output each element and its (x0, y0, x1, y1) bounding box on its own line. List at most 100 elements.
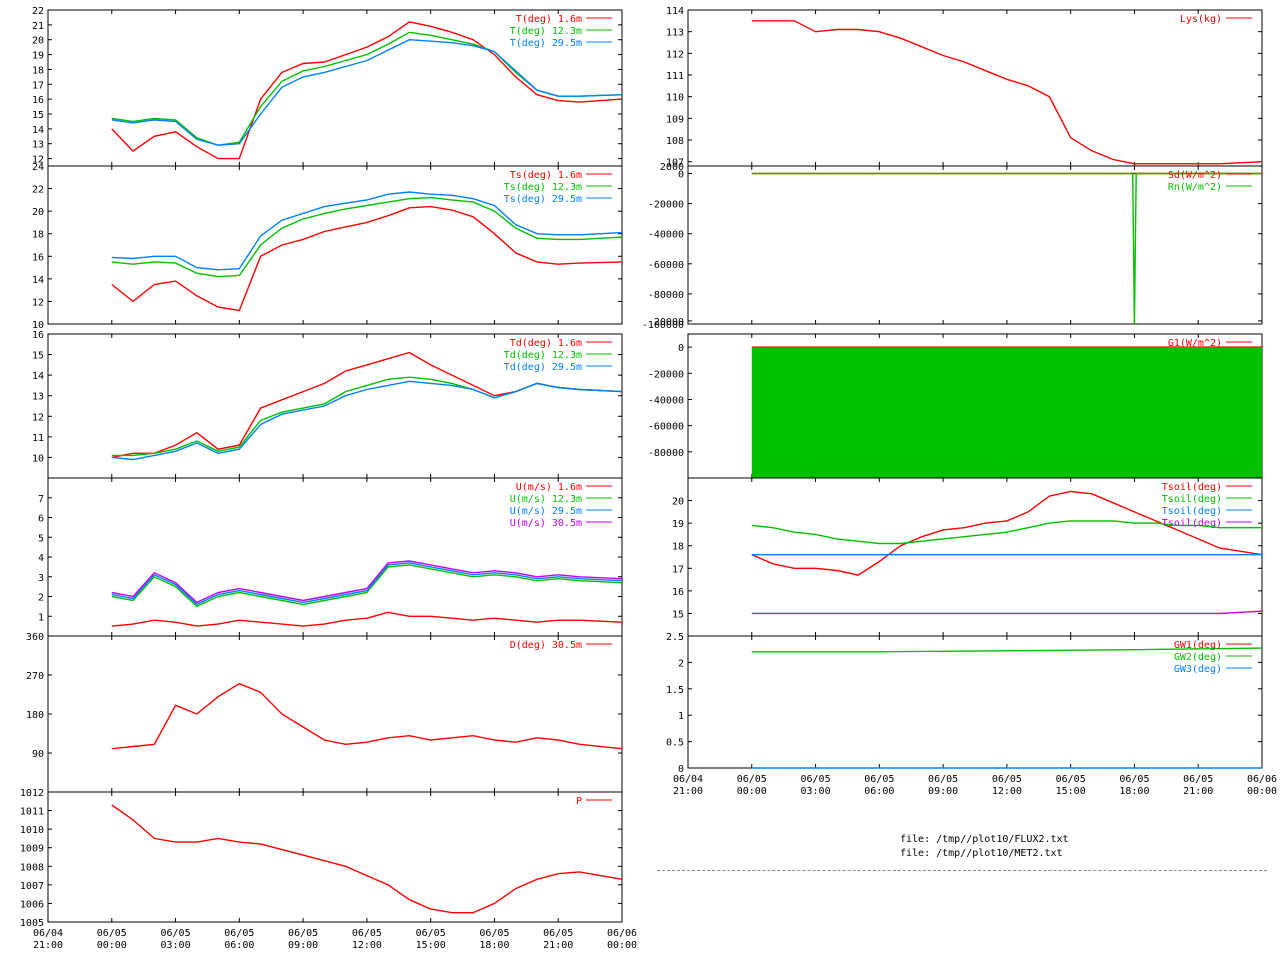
x-tick-label: 06/06 (1247, 774, 1277, 785)
series-line (751, 20, 1263, 165)
y-tick-label: 1009 (20, 844, 44, 855)
x-tick-label: 06/05 (543, 928, 573, 939)
legend-label: T(deg) 1.6m (516, 14, 582, 25)
series-line (751, 490, 1263, 576)
y-tick-label: 10 (32, 453, 44, 464)
x-tick-label: 00:00 (1247, 786, 1277, 797)
x-tick-label: 06/05 (1119, 774, 1149, 785)
series-line (111, 196, 623, 278)
y-tick-label: 20 (672, 497, 684, 508)
plot-frame (687, 9, 1263, 167)
legend-label: G1(W/m^2) (1168, 338, 1222, 349)
x-tick-label: 06/04 (33, 928, 63, 939)
legend-label: GW2(deg) (1174, 652, 1222, 663)
x-tick-label: 06:00 (224, 940, 254, 951)
y-tick-label: 90 (32, 749, 44, 760)
y-tick-label: -20000 (648, 369, 684, 380)
x-tick-label: 06/06 (607, 928, 637, 939)
y-tick-label: 18 (672, 542, 684, 553)
series-line (111, 560, 623, 604)
series-line (111, 38, 623, 146)
y-tick-label: 15 (672, 609, 684, 620)
legend-label: U(m/s) 1.6m (516, 482, 582, 493)
y-tick-label: 6 (38, 514, 44, 525)
y-tick-label: 1007 (20, 881, 44, 892)
legend-label: Sd(W/m^2) (1168, 170, 1222, 181)
x-tick-label: 18:00 (1119, 786, 1149, 797)
y-tick-label: 10 (32, 320, 44, 331)
x-tick-label: 06/05 (928, 774, 958, 785)
y-tick-label: 18 (32, 230, 44, 241)
legend-label: Ts(deg) 12.3m (504, 182, 582, 193)
y-tick-label: 1011 (20, 807, 44, 818)
x-tick-label: 06/05 (1056, 774, 1086, 785)
x-tick-label: 21:00 (1183, 786, 1213, 797)
y-tick-label: 360 (26, 632, 44, 643)
legend-label: Rn(W/m^2) (1168, 182, 1222, 193)
y-tick-label: 17 (672, 564, 684, 575)
plot-frame (47, 791, 623, 923)
series-line (111, 31, 623, 146)
legend-label: D(deg) 30.5m (510, 640, 582, 651)
legend-label: Td(deg) 12.3m (504, 350, 582, 361)
x-tick-label: 06/05 (864, 774, 894, 785)
x-tick-label: 06/05 (97, 928, 127, 939)
x-tick-label: 21:00 (33, 940, 63, 951)
y-tick-label: 14 (32, 275, 44, 286)
x-tick-label: 06/05 (352, 928, 382, 939)
y-tick-label: 1.5 (666, 685, 684, 696)
x-tick-label: 06:00 (864, 786, 894, 797)
series-line (111, 611, 623, 627)
y-tick-label: 110 (666, 93, 684, 104)
series-area (751, 347, 1262, 478)
y-tick-label: 20000 (654, 317, 684, 328)
y-tick-label: 15 (32, 110, 44, 121)
plot-frame (47, 635, 623, 793)
y-tick-label: 7 (38, 494, 44, 505)
x-tick-label: 03:00 (161, 940, 191, 951)
y-tick-label: 2000 (660, 162, 684, 173)
legend-label: G2(W/m^2) (1168, 350, 1222, 361)
y-tick-label: 12 (32, 297, 44, 308)
y-tick-label: 0.5 (666, 738, 684, 749)
y-tick-label: -80000 (648, 448, 684, 459)
y-tick-label: 270 (26, 671, 44, 682)
y-tick-label: 24 (32, 162, 44, 173)
y-tick-label: 111 (666, 71, 684, 82)
x-tick-label: 03:00 (801, 786, 831, 797)
series-line (111, 564, 623, 608)
series-line (111, 562, 623, 606)
legend-label: U(m/s) 12.3m (510, 494, 582, 505)
x-tick-label: 06/05 (992, 774, 1022, 785)
y-tick-label: 12 (32, 412, 44, 423)
legend-label: Tsoil(deg) (1162, 482, 1222, 493)
x-tick-label: 15:00 (416, 940, 446, 951)
y-tick-label: -100000 (642, 320, 684, 331)
x-tick-label: 09:00 (288, 940, 318, 951)
y-tick-label: 0 (678, 343, 684, 354)
series-line (111, 191, 623, 271)
x-tick-label: 06/04 (673, 774, 703, 785)
plot-frame (687, 165, 1263, 325)
file-name: file: /tmp//plot10/FLUX2.txt (900, 834, 1069, 845)
divider (657, 870, 1267, 871)
y-tick-label: 108 (666, 136, 684, 147)
y-tick-label: 180 (26, 710, 44, 721)
series-line (111, 205, 623, 312)
series-line (111, 21, 623, 160)
y-tick-label: 18 (32, 65, 44, 76)
y-tick-label: 1 (38, 612, 44, 623)
y-tick-label: 21 (32, 21, 44, 32)
legend-label: U(m/s) 29.5m (510, 506, 582, 517)
y-tick-label: -60000 (648, 260, 684, 271)
y-tick-label: 113 (666, 28, 684, 39)
x-tick-label: 09:00 (928, 786, 958, 797)
x-tick-label: 21:00 (543, 940, 573, 951)
legend-label: Ts(deg) 1.6m (510, 170, 582, 181)
y-tick-label: 16 (672, 587, 684, 598)
file-name: file: /tmp//plot10/MET2.txt (900, 848, 1063, 859)
y-tick-label: 5 (38, 533, 44, 544)
y-tick-label: 17 (32, 80, 44, 91)
y-tick-label: 16 (32, 252, 44, 263)
